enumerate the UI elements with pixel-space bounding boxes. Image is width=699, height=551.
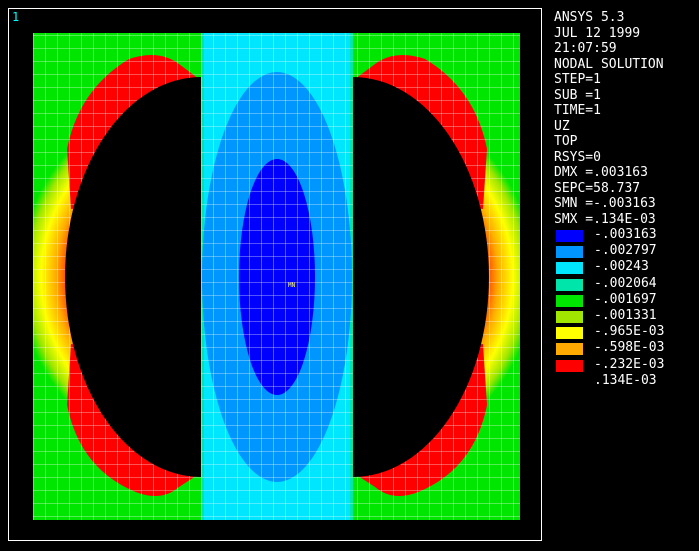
legend-entry: -.232E-03 <box>556 357 696 374</box>
legend-entry: -.00243 <box>556 259 696 276</box>
info-line: RSYS=0 <box>554 149 601 165</box>
legend-label: -.232E-03 <box>594 356 665 372</box>
window-number: 1 <box>12 10 20 24</box>
legend-entry: -.001697 <box>556 292 696 309</box>
info-line: UZ <box>554 118 570 134</box>
info-line: TOP <box>554 134 578 149</box>
legend-label: -.001331 <box>594 308 657 323</box>
info-line: DMX =.003163 <box>554 165 648 180</box>
contour-plot <box>33 29 520 520</box>
legend-label: -.002064 <box>594 275 657 291</box>
legend-label: -.598E-03 <box>594 340 665 356</box>
legend-swatch <box>556 278 583 291</box>
legend-swatch <box>556 230 583 242</box>
legend-entry: -.002064 <box>556 276 696 293</box>
legend-label: -.003163 <box>594 227 657 242</box>
info-line: SEPC=58.737 <box>554 180 641 196</box>
legend-swatch <box>556 311 583 323</box>
legend-swatch <box>556 327 583 340</box>
legend-label: .134E-03 <box>594 372 657 388</box>
legend-swatch <box>556 262 583 275</box>
info-line: STEP=1 <box>554 72 601 87</box>
info-line: NODAL SOLUTION <box>554 56 664 72</box>
info-line: SMN =-.003163 <box>554 196 656 211</box>
info-line: SMX =.134E-03 <box>554 211 656 227</box>
legend-swatch <box>556 359 583 372</box>
legend-label: -.001697 <box>594 291 657 307</box>
legend-entry: -.003163 <box>556 227 696 244</box>
legend-label: -.00243 <box>594 259 649 275</box>
legend-entry: -.001331 <box>556 308 696 325</box>
legend-swatch <box>556 294 583 307</box>
info-line: TIME=1 <box>554 103 601 118</box>
legend-swatch <box>556 246 583 259</box>
legend-entry: .134E-03 <box>556 373 696 390</box>
info-line: SUB =1 <box>554 87 601 103</box>
legend-entry: -.002797 <box>556 243 696 260</box>
legend-entry: -.598E-03 <box>556 340 696 357</box>
legend-entry: -.965E-03 <box>556 324 696 341</box>
info-line: ANSYS 5.3 <box>554 10 625 25</box>
plot-info-panel: ANSYS 5.3 JUL 12 1999 21:07:59 NODAL SOLUTI… <box>554 10 664 227</box>
info-line: JUL 12 1999 <box>554 25 641 41</box>
min-marker: MN <box>288 282 296 289</box>
plate-contours <box>33 33 520 520</box>
info-line: 21:07:59 <box>554 41 617 56</box>
graphics-window[interactable]: 1 <box>8 8 542 541</box>
legend-label: -.965E-03 <box>594 324 665 340</box>
legend-label: -.002797 <box>594 243 657 259</box>
legend-swatch <box>556 343 583 356</box>
